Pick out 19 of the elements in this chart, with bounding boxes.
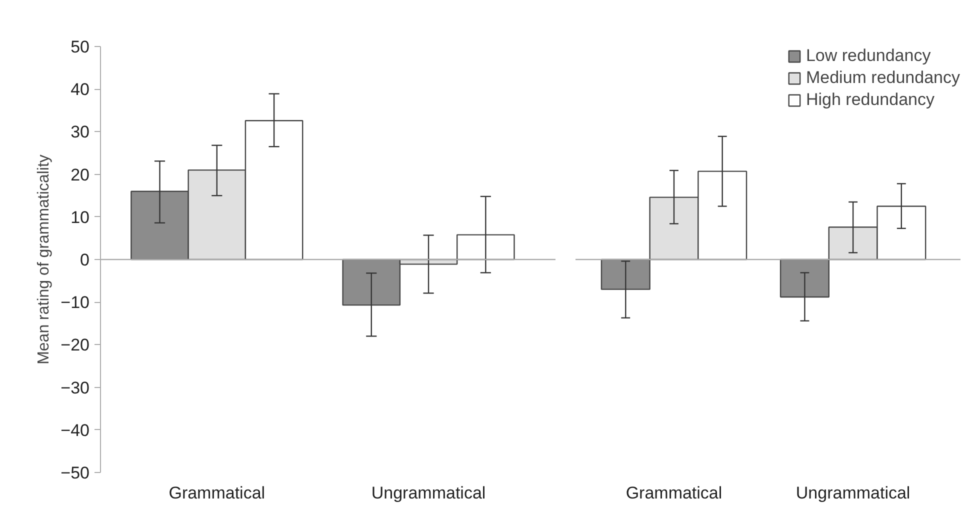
y-tick-label: −20 [60, 336, 90, 355]
y-tick-label: 40 [70, 80, 90, 100]
x-tick-label: Ungrammatical [796, 484, 910, 502]
y-tick-label: 30 [70, 122, 90, 142]
y-tick-label: −50 [60, 464, 90, 482]
y-tick-label: −40 [60, 420, 90, 440]
legend-label: High redundancy [806, 90, 934, 110]
x-tick-label: Grammatical [168, 484, 266, 502]
y-axis-title: Mean rating of grammaticality [36, 154, 53, 364]
y-tick-label: −30 [60, 378, 90, 398]
x-tick-label: Ungrammatical [371, 484, 486, 502]
y-tick-label: 50 [70, 38, 90, 56]
legend-label: Low redundancy [806, 46, 931, 66]
legend-label: Medium redundancy [806, 68, 960, 88]
y-tick-label: 20 [70, 165, 90, 184]
x-tick-label: Grammatical [626, 484, 722, 502]
y-tick-label: 10 [70, 208, 90, 227]
y-tick-label: −10 [60, 293, 90, 312]
y-tick-label: 0 [80, 250, 90, 270]
